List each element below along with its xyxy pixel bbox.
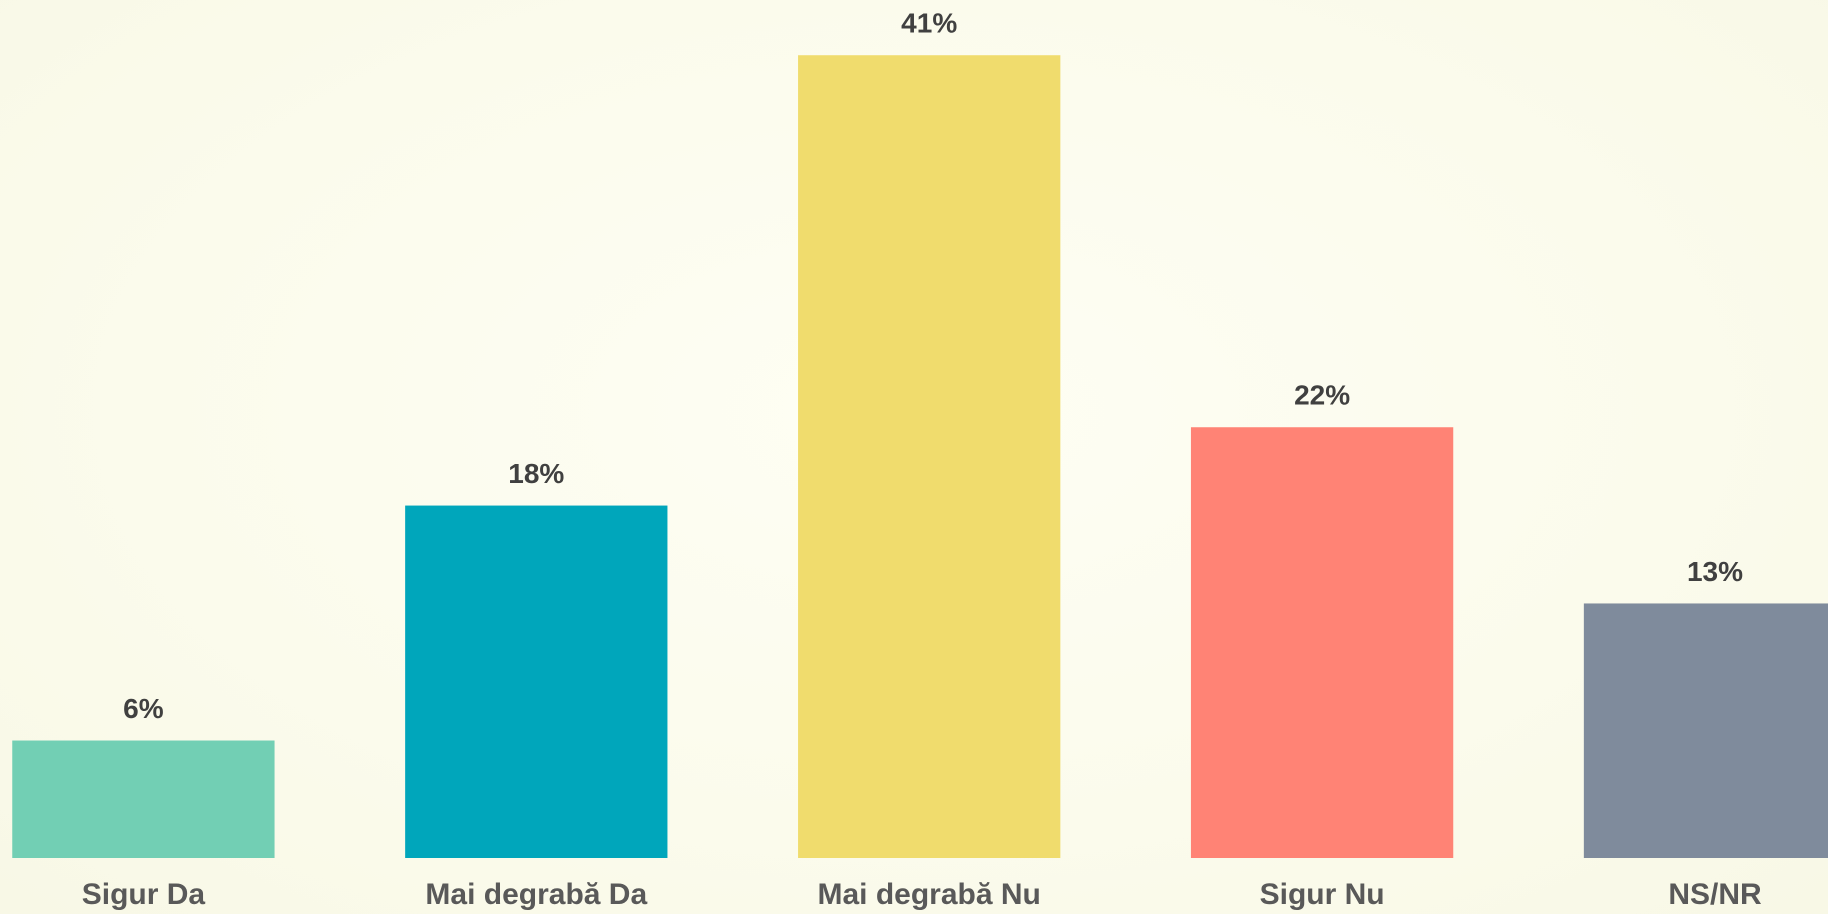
x-tick-label: Mai degrabă Nu [818, 878, 1041, 911]
data-label: 13% [1687, 556, 1743, 587]
bar [405, 505, 668, 858]
bar [798, 55, 1061, 859]
bar [12, 740, 275, 858]
bar [1190, 427, 1454, 858]
data-label: 6% [123, 693, 164, 724]
bar [1583, 603, 1828, 858]
x-tick-label: Mai degrabă Da [425, 878, 647, 911]
x-tick-label: Sigur Da [82, 878, 206, 911]
data-label: 18% [508, 458, 564, 489]
x-tick-label: Sigur Nu [1260, 878, 1385, 911]
data-label: 22% [1294, 380, 1350, 411]
x-tick-label: NS/NR [1668, 878, 1762, 911]
data-label: 41% [901, 8, 957, 39]
